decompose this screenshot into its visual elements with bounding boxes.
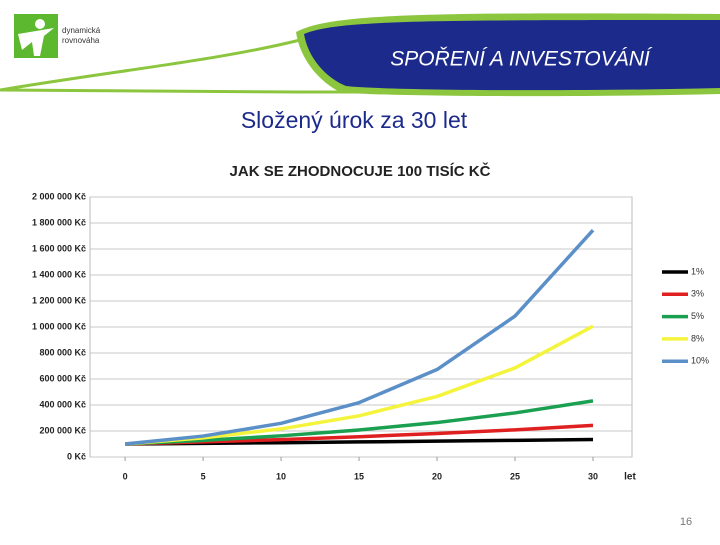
plot: 0 Kč 200 000 Kč 400 000 Kč 600 000 Kč 800 00… — [32, 191, 709, 481]
legend-label: 1% — [691, 266, 704, 276]
y-tick-label: 600 000 Kč — [39, 373, 86, 383]
x-tick-label: 30 — [588, 471, 598, 481]
line-series — [124, 324, 594, 446]
x-tick-label: 10 — [276, 471, 286, 481]
y-tick-label: 1 800 000 Kč — [32, 217, 86, 227]
chart-title: JAK SE ZHODNOCUJE 100 TISÍC KČ — [230, 162, 491, 180]
y-tick-label: 1 000 000 Kč — [32, 321, 86, 331]
line-series — [124, 228, 595, 446]
logo-figure — [35, 19, 45, 29]
y-tick-label: 400 000 Kč — [39, 399, 86, 409]
x-tick-label: 15 — [354, 471, 364, 481]
x-tick-label: 5 — [201, 471, 206, 481]
x-tick-label: 0 — [123, 471, 128, 481]
y-tick-label: 1 200 000 Kč — [32, 295, 86, 305]
y-tick-label: 1 600 000 Kč — [32, 243, 86, 253]
y-tick-label: 1 400 000 Kč — [32, 269, 86, 279]
line-series — [125, 399, 594, 446]
y-tick-label: 200 000 Kč — [39, 425, 86, 435]
legend-label: 3% — [691, 289, 704, 299]
slide-subtitle: Složený úrok za 30 let — [241, 107, 468, 133]
legend-label: 8% — [691, 333, 704, 343]
x-axis-label: let — [624, 472, 636, 483]
y-tick-label: 0 Kč — [67, 451, 86, 461]
slide-title: SPOŘENÍ A INVESTOVÁNÍ — [390, 48, 653, 71]
legend-label: 10% — [691, 356, 709, 366]
x-tick-label: 25 — [510, 471, 520, 481]
legend-label: 5% — [691, 311, 704, 321]
y-tick-label: 2 000 000 Kč — [32, 191, 86, 201]
x-tick-label: 20 — [432, 471, 442, 481]
y-tick-label: 800 000 Kč — [39, 347, 86, 357]
logo-figure — [18, 28, 54, 56]
logo-text: rovnováha — [62, 36, 100, 45]
logo-text: dynamická — [62, 26, 101, 35]
page-number: 16 — [680, 516, 692, 528]
banner — [304, 20, 720, 91]
